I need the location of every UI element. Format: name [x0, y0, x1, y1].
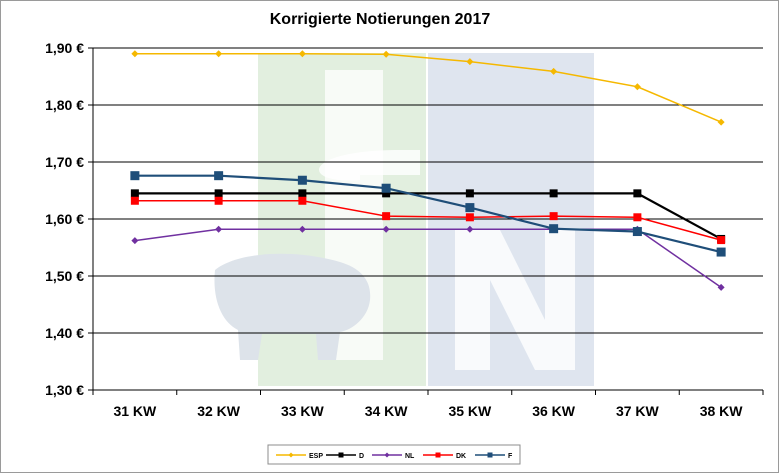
series-line-f [134, 174, 722, 254]
data-point-d [298, 189, 307, 198]
legend-marker [338, 452, 344, 458]
data-point-esp [717, 118, 725, 126]
data-point-d [130, 189, 139, 198]
data-point-nl [131, 237, 139, 245]
x-tick-label: 33 KW [281, 403, 325, 419]
legend-label: ESP [309, 453, 323, 460]
data-point-nl [215, 225, 223, 233]
chart-title: Korrigierte Notierungen 2017 [270, 11, 491, 28]
data-point-dk [549, 212, 558, 221]
data-point-d [465, 189, 474, 198]
series-line-dk [134, 200, 722, 241]
legend-item-dk: DK [423, 452, 466, 460]
x-tick-label: 36 KW [532, 403, 576, 419]
y-tick-label: 1,80 € [45, 97, 84, 113]
series-line-esp [134, 52, 722, 123]
y-tick-label: 1,50 € [45, 268, 84, 284]
data-point-d [214, 189, 223, 198]
data-point-nl [717, 283, 725, 291]
data-point-f [632, 227, 642, 237]
series-f [130, 171, 726, 257]
data-point-d [549, 189, 558, 198]
legend-item-nl: NL [372, 452, 415, 460]
data-point-dk [130, 196, 139, 205]
legend-label: D [359, 453, 364, 460]
x-tick-label: 35 KW [448, 403, 492, 419]
isn-logo-watermark [214, 53, 594, 386]
data-point-esp [215, 50, 223, 58]
legend-label: F [508, 453, 513, 460]
data-point-esp [466, 58, 474, 66]
data-point-f [381, 183, 391, 193]
legend-label: DK [456, 453, 466, 460]
legend-item-esp: ESP [276, 452, 323, 460]
data-point-dk [717, 236, 726, 245]
legend-item-f: F [475, 452, 513, 460]
legend-marker [487, 452, 493, 458]
data-point-f [716, 247, 726, 257]
x-tick-label: 31 KW [113, 403, 157, 419]
data-point-nl [466, 225, 474, 233]
series-lines [130, 50, 726, 291]
x-tick-label: 32 KW [197, 403, 241, 419]
y-tick-label: 1,60 € [45, 211, 84, 227]
data-point-dk [465, 213, 474, 222]
legend-item-d: D [326, 452, 364, 460]
data-point-dk [298, 196, 307, 205]
data-point-nl [298, 225, 306, 233]
data-point-d [633, 189, 642, 198]
gridlines [93, 47, 763, 391]
data-point-d [382, 189, 391, 198]
data-point-esp [131, 50, 139, 58]
tick-labels: 1,30 € 1,40 € 1,50 € 1,60 € 1,70 € 1,80 € 1,90… [45, 40, 743, 419]
y-tick-label: 1,30 € [45, 382, 84, 398]
data-point-f [297, 175, 307, 185]
series-line-d [134, 192, 722, 240]
data-point-esp [633, 83, 641, 91]
x-tick-label: 37 KW [616, 403, 660, 419]
data-point-dk [382, 212, 391, 221]
data-point-esp [382, 50, 390, 58]
x-tick-label: 34 KW [365, 403, 409, 419]
legend-marker [384, 452, 390, 458]
data-point-dk [214, 196, 223, 205]
series-line-nl [134, 228, 722, 289]
series-dk [130, 196, 726, 245]
data-point-dk [633, 213, 642, 222]
legend: ESP D NL DK F [267, 444, 521, 465]
legend-marker [288, 452, 294, 458]
x-tick-label: 38 KW [700, 403, 744, 419]
y-tick-label: 1,40 € [45, 325, 84, 341]
data-point-esp [298, 50, 306, 58]
y-tick-label: 1,70 € [45, 154, 84, 170]
data-point-f [549, 224, 559, 234]
data-point-f [130, 171, 140, 181]
legend-label: NL [405, 453, 415, 460]
y-tick-label: 1,90 € [45, 40, 84, 56]
data-point-esp [550, 67, 558, 75]
data-point-nl [382, 225, 390, 233]
data-point-f [214, 171, 224, 181]
legend-marker [435, 452, 441, 458]
data-point-f [465, 203, 475, 213]
axes [88, 47, 764, 395]
series-esp [131, 50, 725, 126]
